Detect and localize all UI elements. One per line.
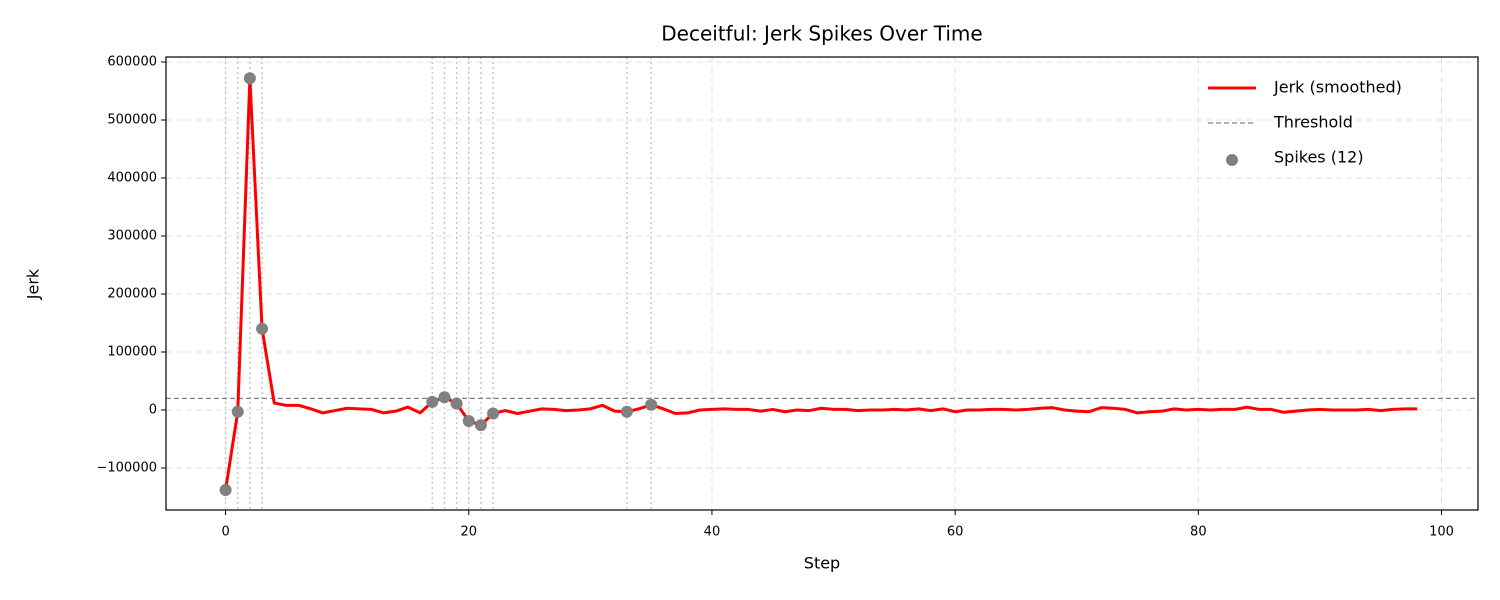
y-tick-label: 200000 [107, 286, 157, 301]
x-tick-label: 20 [460, 525, 477, 540]
data-line [224, 76, 1418, 491]
x-axis-label: Step [804, 554, 840, 573]
spike-point [645, 398, 658, 411]
plot-frame [165, 56, 1479, 511]
spike-point [243, 72, 256, 85]
legend-label: Jerk (smoothed) [1273, 78, 1402, 97]
x-tick-label: 40 [704, 525, 721, 540]
y-tick-label: 500000 [107, 112, 157, 127]
chart-title: Deceitful: Jerk Spikes Over Time [661, 22, 982, 46]
spike-point [450, 397, 463, 410]
spike-point [256, 322, 269, 335]
y-tick-label: −100000 [96, 461, 157, 476]
y-tick-label: 300000 [107, 228, 157, 243]
spike-point [438, 391, 451, 404]
legend-swatch [1226, 154, 1238, 166]
spike-point [474, 419, 487, 432]
spike-point [426, 395, 439, 408]
y-tick-label: 100000 [107, 345, 157, 360]
spike-point [219, 484, 232, 497]
spike-point [231, 405, 244, 418]
y-axis-label: Jerk [24, 268, 43, 300]
y-tick-label: 400000 [107, 170, 157, 185]
x-tick-label: 80 [1190, 525, 1207, 540]
y-tick-label: 0 [149, 403, 157, 418]
x-tick-label: 0 [221, 525, 229, 540]
x-tick-label: 60 [947, 525, 964, 540]
spike-point [487, 407, 500, 420]
legend-label: Threshold [1273, 113, 1353, 132]
x-tick-label: 100 [1429, 525, 1454, 540]
legend-label: Spikes (12) [1274, 148, 1364, 167]
y-tick-label: 600000 [107, 54, 157, 69]
spike-point [462, 415, 475, 428]
spike-point [620, 405, 633, 418]
